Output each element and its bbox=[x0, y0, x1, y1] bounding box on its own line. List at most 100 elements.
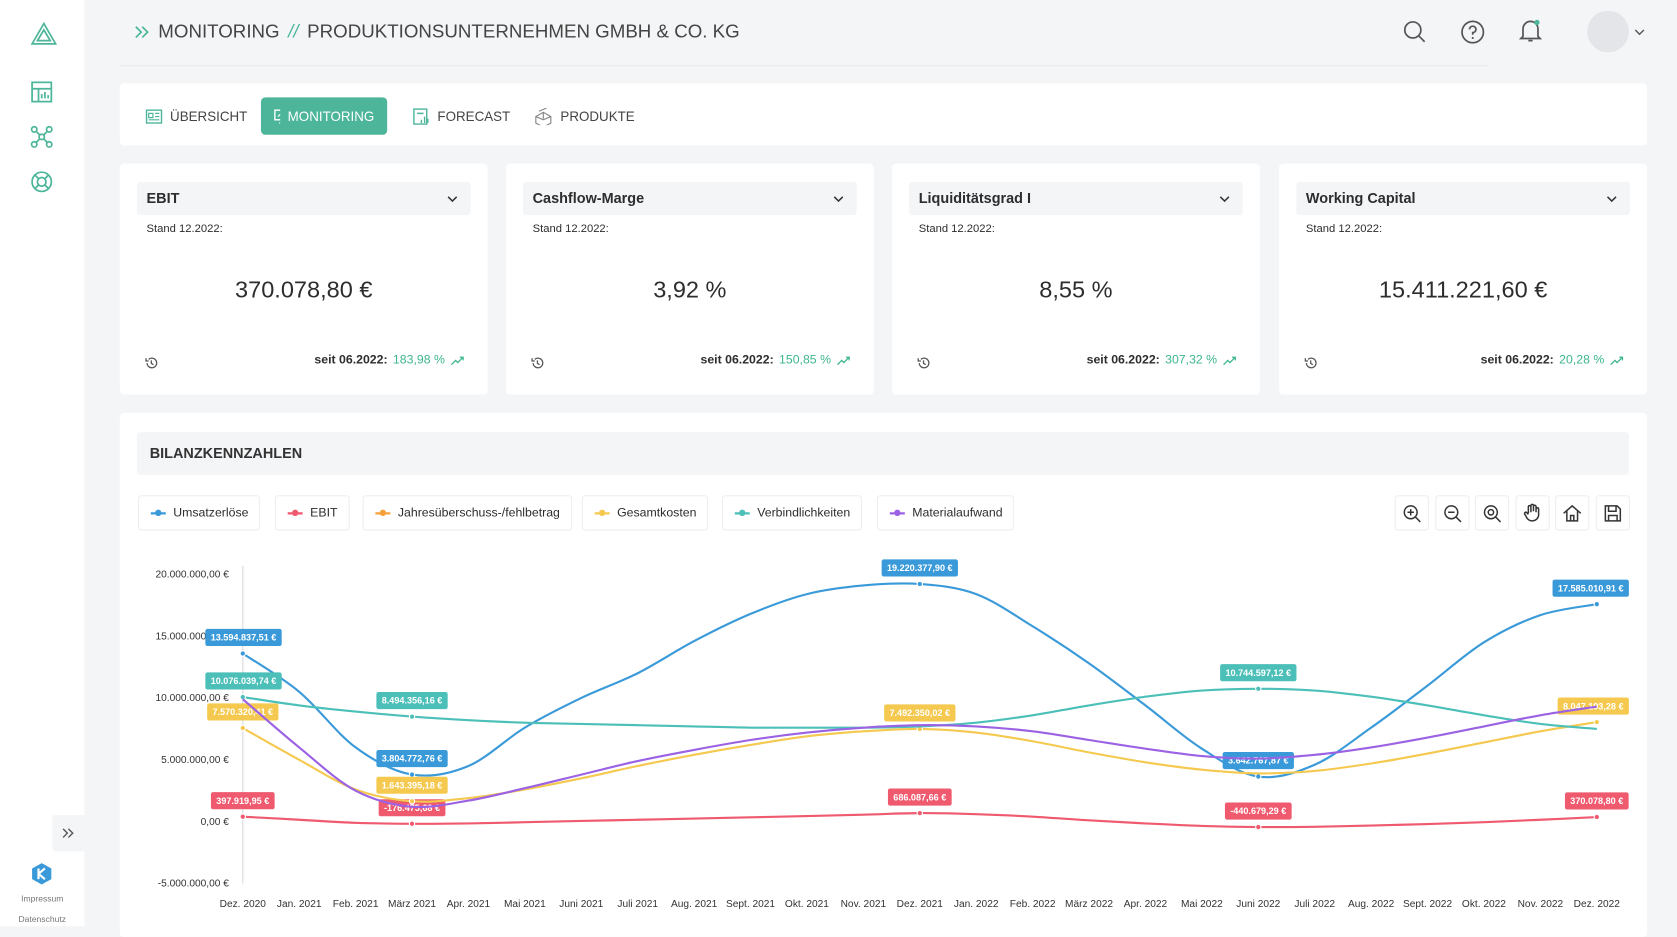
kpi-card: EBIT Stand 12.2022: 370.078,80 € seit 06.20… bbox=[119, 163, 488, 395]
kpi-value: 3,92 % bbox=[653, 275, 727, 303]
kpi-value: 15.411.221,60 € bbox=[1378, 275, 1548, 303]
sidebar: Impressum Datenschutz bbox=[0, 0, 85, 927]
tab-label: PRODUKTE bbox=[560, 108, 635, 124]
legend-item[interactable]: Materialaufwand bbox=[877, 495, 1015, 531]
legend-swatch bbox=[287, 509, 303, 516]
logo bbox=[30, 21, 58, 45]
history-icon[interactable] bbox=[1304, 356, 1318, 370]
kpi-stand: Stand 12.2022: bbox=[918, 222, 995, 236]
footer-link[interactable]: Datenschutz bbox=[18, 914, 67, 925]
kpi-stand: Stand 12.2022: bbox=[532, 222, 609, 236]
kpi-stand: Stand 12.2022: bbox=[1305, 222, 1383, 236]
avatar[interactable] bbox=[1587, 10, 1629, 53]
kpi-change: 20,28 % bbox=[1559, 354, 1605, 367]
nav-icon[interactable] bbox=[30, 80, 54, 104]
chart-panel: BILANZKENNZAHLEN bbox=[119, 412, 1648, 937]
kpi-value: 8,55 % bbox=[1039, 275, 1113, 303]
search-button[interactable] bbox=[1402, 19, 1428, 45]
chevron bbox=[1219, 196, 1230, 203]
kpi-change: 307,32 % bbox=[1165, 354, 1218, 367]
tab[interactable]: FORECAST bbox=[400, 97, 523, 134]
legend-label: EBIT bbox=[310, 506, 338, 520]
avatar-chevron[interactable] bbox=[1634, 28, 1645, 37]
breadcrumb: MONITORING // PRODUKTIONSUNTERNEHMEN GMB… bbox=[158, 20, 739, 42]
breadcrumb-item: PRODUKTIONSUNTERNEHMEN GMBH & CO. KG bbox=[307, 20, 740, 42]
nav-icon[interactable] bbox=[30, 125, 54, 149]
kpi-title: EBIT bbox=[146, 190, 180, 207]
legend-label: Umsatzerlöse bbox=[173, 506, 249, 520]
tab-label: MONITORING bbox=[287, 108, 375, 124]
legend-item[interactable]: Gesamtkosten bbox=[581, 495, 709, 531]
breadcrumb-item[interactable]: MONITORING bbox=[158, 20, 280, 42]
kpi-since: seit 06.2022: 150,85 % bbox=[701, 354, 851, 367]
kpi-stand: Stand 12.2022: bbox=[146, 222, 223, 236]
legend-label: Jahresüberschuss-/fehlbetrag bbox=[397, 506, 560, 520]
tab-label: FORECAST bbox=[437, 108, 511, 124]
legend-item[interactable]: Verbindlichkeiten bbox=[721, 495, 862, 531]
kpi-change: 150,85 % bbox=[779, 354, 832, 367]
toolbar-button[interactable] bbox=[1514, 495, 1550, 531]
legend-item[interactable]: Jahresüberschuss-/fehlbetrag bbox=[362, 495, 572, 531]
breadcrumb-icon bbox=[135, 26, 149, 39]
kpi-title: Cashflow-Marge bbox=[532, 190, 645, 207]
kpi-since-label: seit 06.2022: bbox=[1086, 354, 1160, 367]
kpi-value: 370.078,80 € bbox=[235, 275, 373, 303]
nav-icon[interactable] bbox=[30, 170, 54, 194]
kpi-change: 183,98 % bbox=[392, 354, 445, 367]
history-icon[interactable] bbox=[530, 356, 544, 370]
toolbar-button[interactable] bbox=[1394, 495, 1429, 531]
chart-title: BILANZKENNZAHLEN bbox=[136, 432, 1629, 475]
kpi-select[interactable]: EBIT bbox=[136, 181, 471, 215]
kpi-card: Liquiditätsgrad I Stand 12.2022: 8,55 % sei… bbox=[891, 163, 1260, 395]
legend-label: Materialaufwand bbox=[912, 506, 1003, 520]
kpi-title: Working Capital bbox=[1305, 190, 1416, 207]
chevron bbox=[833, 196, 844, 203]
legend-swatch bbox=[734, 509, 750, 516]
kpi-since-label: seit 06.2022: bbox=[700, 354, 774, 367]
legend-label: Verbindlichkeiten bbox=[757, 506, 851, 520]
chevron bbox=[447, 196, 458, 203]
kpi-select[interactable]: Working Capital bbox=[1296, 181, 1630, 215]
legend-item[interactable]: EBIT bbox=[274, 495, 350, 531]
legend-swatch bbox=[375, 509, 391, 516]
kpi-select[interactable]: Liquiditätsgrad I bbox=[909, 181, 1243, 215]
legend-label: Gesamtkosten bbox=[617, 506, 697, 520]
breadcrumb-separator: // bbox=[288, 20, 299, 42]
trend-icon bbox=[836, 356, 850, 365]
history-icon[interactable] bbox=[917, 356, 931, 370]
sidebar-toggle[interactable] bbox=[52, 814, 85, 852]
notifications-button[interactable] bbox=[1518, 17, 1544, 45]
tab[interactable]: ÜBERSICHT bbox=[133, 97, 261, 134]
tab[interactable]: PRODUKTE bbox=[521, 97, 648, 134]
tab-active[interactable]: MONITORING bbox=[260, 97, 388, 135]
kpi-since: seit 06.2022: 307,32 % bbox=[1087, 354, 1237, 367]
legend-swatch bbox=[150, 509, 166, 516]
kpi-since: seit 06.2022: 183,98 % bbox=[314, 354, 464, 367]
toolbar-button[interactable] bbox=[1555, 495, 1590, 531]
legend-swatch bbox=[594, 509, 610, 516]
trend-icon bbox=[450, 356, 464, 365]
kpi-since-label: seit 06.2022: bbox=[1480, 354, 1554, 367]
kpi-title: Liquiditätsgrad I bbox=[918, 190, 1032, 207]
chevron bbox=[1606, 196, 1617, 203]
divider bbox=[119, 65, 1489, 67]
tab-label: ÜBERSICHT bbox=[170, 108, 248, 124]
kpi-card: Cashflow-Marge Stand 12.2022: 3,92 % seit 0… bbox=[505, 163, 874, 395]
legend-swatch bbox=[889, 509, 905, 516]
trend-icon bbox=[1223, 356, 1236, 365]
kpi-card: Working Capital Stand 12.2022: 15.411.221,… bbox=[1279, 163, 1648, 395]
trend-icon bbox=[1610, 356, 1624, 365]
toolbar-button[interactable] bbox=[1474, 495, 1510, 531]
legend-item[interactable]: Umsatzerlöse bbox=[137, 495, 261, 531]
kpi-since-label: seit 06.2022: bbox=[314, 354, 388, 367]
kpi-since: seit 06.2022: 20,28 % bbox=[1481, 354, 1624, 367]
kpi-select[interactable]: Cashflow-Marge bbox=[522, 181, 857, 215]
toolbar-button[interactable] bbox=[1595, 495, 1630, 531]
help-button[interactable] bbox=[1460, 19, 1486, 45]
history-icon[interactable] bbox=[144, 356, 158, 370]
footer-link[interactable]: Impressum bbox=[21, 894, 64, 904]
toolbar-button[interactable] bbox=[1434, 495, 1469, 531]
brand-icon bbox=[32, 863, 52, 885]
